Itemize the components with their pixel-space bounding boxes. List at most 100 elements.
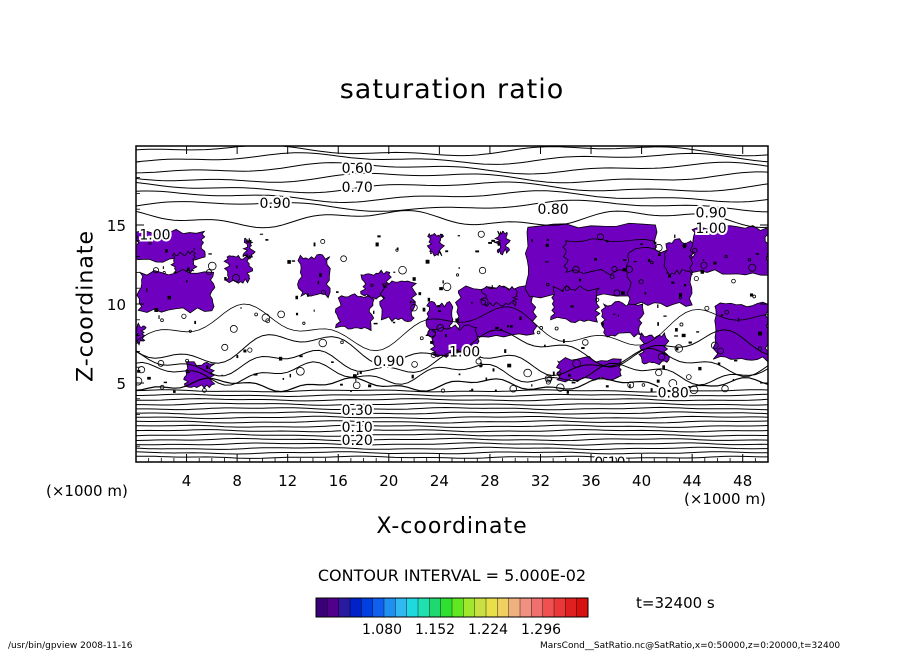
speckle: [531, 384, 533, 387]
speckle: [475, 358, 482, 365]
chart-title: saturation ratio: [339, 74, 565, 105]
speckle: [491, 285, 493, 289]
shaded-region: [689, 225, 768, 276]
speckle: [704, 305, 710, 311]
speckle: [162, 271, 166, 275]
speckle: [495, 326, 499, 329]
speckle: [165, 249, 168, 253]
contour-line: [136, 209, 768, 229]
speckle: [299, 355, 303, 358]
x-tick-label: 8: [232, 472, 242, 490]
footer-left: /usr/bin/gpview 2008-11-16: [8, 641, 133, 651]
speckle: [488, 241, 492, 244]
speckle: [572, 265, 580, 274]
colorbar-segment: [474, 598, 487, 617]
speckle: [752, 294, 757, 299]
speckle: [622, 259, 627, 261]
speckle: [206, 269, 213, 276]
speckle: [650, 388, 653, 392]
speckle: [657, 304, 659, 309]
speckle: [194, 320, 197, 325]
speckle: [295, 295, 299, 300]
shaded-region: [170, 250, 198, 275]
colorbar-segment: [452, 598, 464, 617]
speckle: [561, 290, 564, 292]
speckle: [392, 321, 396, 324]
contour-line: [136, 171, 768, 184]
contour-line: [136, 451, 768, 455]
contour-line: [136, 152, 768, 165]
speckle: [475, 250, 480, 253]
speckle: [644, 292, 647, 295]
speckle: [663, 315, 667, 317]
speckle: [136, 376, 143, 386]
speckle: [320, 239, 326, 245]
speckle: [749, 293, 754, 297]
shaded-region: [426, 232, 446, 257]
speckle: [721, 384, 729, 393]
speckle: [319, 273, 322, 277]
speckle: [717, 347, 725, 355]
contour-label: 0.20: [342, 433, 373, 449]
speckle: [497, 241, 501, 246]
colorbar-segment: [372, 598, 385, 617]
speckle: [232, 274, 240, 282]
speckle: [208, 253, 212, 255]
speckle: [373, 310, 375, 314]
shaded-region: [429, 324, 481, 358]
colorbar-segment: [350, 598, 362, 617]
speckle: [265, 318, 271, 324]
z-unit-label: (×1000 m): [46, 482, 128, 500]
speckle: [396, 247, 399, 251]
speckle: [445, 334, 447, 338]
shaded-region: [663, 238, 695, 276]
speckle: [306, 293, 309, 297]
speckle: [681, 333, 686, 338]
speckle: [491, 239, 496, 242]
speckle: [581, 347, 585, 350]
speckle: [355, 378, 357, 382]
colorbar-segment: [542, 598, 555, 617]
colorbar-segment: [554, 598, 566, 617]
contour-line: [136, 361, 768, 386]
shaded-region: [136, 322, 147, 346]
x-axis-label: X-coordinate: [376, 514, 528, 539]
speckle: [181, 313, 187, 319]
colorbar-segment: [327, 598, 340, 617]
speckle: [666, 272, 669, 274]
speckle: [340, 255, 347, 263]
speckle: [427, 297, 431, 302]
speckle: [277, 310, 285, 319]
speckle: [162, 266, 164, 270]
contour-line: [136, 442, 768, 446]
contour-line: [136, 347, 768, 377]
speckle: [693, 276, 699, 282]
colorbar-segment: [384, 598, 396, 617]
shaded-region: [600, 300, 645, 338]
speckle: [243, 349, 247, 353]
speckle: [507, 324, 509, 328]
speckle: [594, 257, 597, 261]
contour-label: 0.80: [658, 385, 689, 401]
speckle: [674, 234, 676, 239]
speckle: [629, 384, 631, 389]
speckle: [640, 243, 643, 245]
contour-label: 1.00: [139, 227, 170, 243]
speckle: [282, 377, 285, 380]
speckle: [647, 259, 651, 262]
speckle: [702, 259, 705, 261]
speckle: [710, 341, 719, 350]
speckle: [458, 373, 461, 376]
speckle: [671, 281, 675, 284]
speckle: [173, 390, 176, 393]
speckle: [357, 372, 359, 376]
x-tick-label: 20: [379, 472, 398, 490]
speckle: [240, 307, 242, 309]
speckle: [157, 360, 165, 367]
colorbar-tick-label: 1.152: [414, 622, 456, 638]
colorbar-frame: [315, 597, 589, 618]
speckle: [247, 347, 253, 353]
speckle: [419, 336, 424, 341]
speckle: [658, 253, 661, 256]
shaded-region: [334, 293, 375, 332]
